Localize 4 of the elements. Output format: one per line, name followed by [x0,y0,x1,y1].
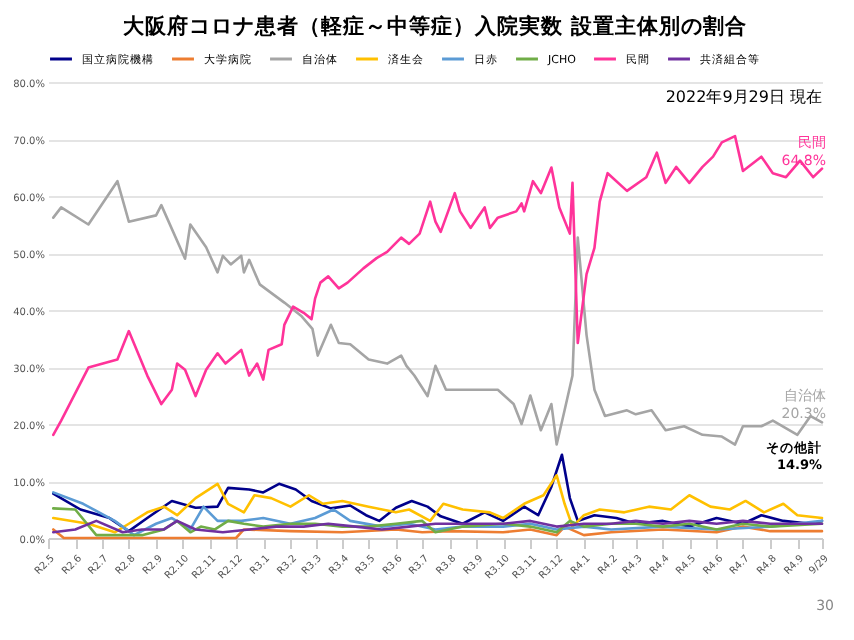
line-series [51,134,824,437]
line-series [51,474,824,534]
annotation: 2022年9月29日 現在 [665,88,822,106]
chart-title: 大阪府コロナ患者（軽症～中等症）入院実数 設置主体別の割合 [123,13,747,39]
